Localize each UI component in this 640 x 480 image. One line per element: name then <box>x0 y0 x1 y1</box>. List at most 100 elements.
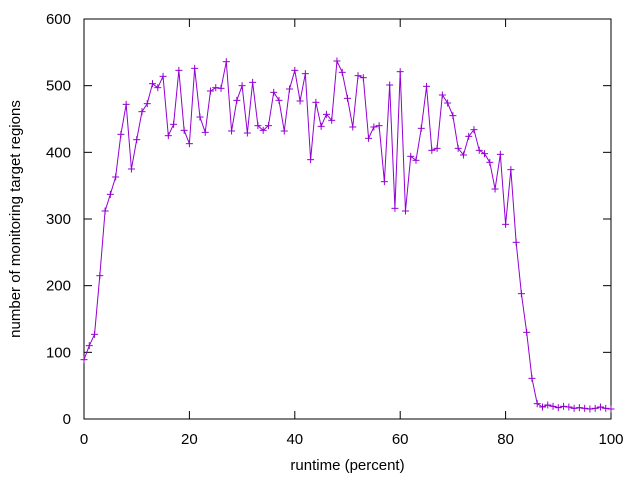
data-point <box>106 190 114 198</box>
x-tick-label: 80 <box>497 431 514 448</box>
data-point <box>254 122 262 130</box>
data-point <box>575 404 583 412</box>
data-point <box>164 132 172 140</box>
data-point <box>91 330 99 338</box>
data-point <box>354 72 362 80</box>
data-point <box>280 127 288 135</box>
data-point <box>80 356 88 364</box>
data-point <box>596 403 604 411</box>
data-point <box>112 173 120 181</box>
data-point <box>533 400 541 408</box>
y-tick-label: 100 <box>46 344 71 361</box>
data-point <box>407 152 415 160</box>
data-point <box>491 185 499 193</box>
data-point <box>517 290 525 298</box>
data-point <box>586 405 594 413</box>
y-tick-label: 200 <box>46 278 71 295</box>
y-tick-label: 400 <box>46 144 71 161</box>
data-point <box>380 178 388 186</box>
data-point <box>375 122 383 130</box>
data-point <box>143 100 151 108</box>
data-point <box>365 134 373 142</box>
data-point <box>259 126 267 134</box>
data-point <box>317 122 325 130</box>
data-point <box>127 165 135 173</box>
x-tick-label: 20 <box>181 431 198 448</box>
y-tick-label: 500 <box>46 78 71 95</box>
data-point <box>459 151 467 159</box>
data-point <box>481 150 489 158</box>
data-point <box>338 68 346 76</box>
data-point <box>344 94 351 102</box>
data-point <box>465 132 473 140</box>
data-point <box>333 57 341 65</box>
data-point <box>217 84 225 92</box>
data-point <box>322 110 330 118</box>
data-point <box>523 328 531 336</box>
data-point <box>233 96 241 104</box>
data-point <box>249 78 257 86</box>
data-point <box>270 88 278 96</box>
x-tick-label: 100 <box>598 431 623 448</box>
data-point <box>449 112 457 120</box>
data-point <box>159 72 167 80</box>
data-point <box>475 146 483 154</box>
data-point <box>212 84 220 92</box>
data-point <box>101 207 109 215</box>
data-point <box>423 82 431 90</box>
data-point <box>149 80 157 88</box>
data-point <box>243 129 251 137</box>
data-point <box>301 70 309 78</box>
data-point <box>170 120 178 128</box>
data-point <box>502 220 510 228</box>
data-point <box>417 124 425 132</box>
data-point <box>349 123 357 131</box>
data-point <box>507 166 515 174</box>
data-point <box>117 130 125 138</box>
data-point <box>433 144 441 152</box>
data-point <box>412 156 420 164</box>
data-point <box>386 81 394 89</box>
data-point <box>185 140 193 148</box>
data-point <box>428 146 436 154</box>
data-point <box>549 402 557 410</box>
x-tick-label: 0 <box>80 431 88 448</box>
data-point <box>396 68 404 76</box>
data-point <box>307 156 315 164</box>
data-point <box>85 342 93 350</box>
data-point <box>570 404 578 412</box>
data-point <box>312 98 320 106</box>
data-point <box>528 374 536 382</box>
data-point <box>607 405 615 413</box>
data-point <box>222 58 230 66</box>
data-point <box>154 84 162 92</box>
data-point <box>496 150 504 158</box>
series-line <box>83 59 612 410</box>
x-axis-label: runtime (percent) <box>290 457 404 474</box>
data-point <box>122 100 130 108</box>
data-point <box>359 74 367 82</box>
data-point <box>228 127 236 135</box>
data-point <box>538 403 546 411</box>
data-point <box>602 404 610 412</box>
y-axis-label: number of monitoring target regions <box>7 100 24 338</box>
data-point <box>133 136 141 144</box>
data-point <box>175 66 183 74</box>
data-point <box>196 113 204 121</box>
data-point <box>291 66 299 74</box>
data-point <box>401 207 409 215</box>
x-tick-label: 40 <box>286 431 303 448</box>
data-point <box>554 404 562 412</box>
series-layer <box>80 57 615 413</box>
data-point <box>206 87 214 95</box>
data-point <box>201 128 209 136</box>
data-point <box>296 97 304 105</box>
data-point <box>391 204 399 212</box>
data-point <box>486 158 494 166</box>
data-point <box>275 96 283 104</box>
data-point <box>370 123 378 131</box>
data-point <box>581 404 589 412</box>
y-tick-label: 0 <box>63 411 71 428</box>
data-point <box>454 144 462 152</box>
